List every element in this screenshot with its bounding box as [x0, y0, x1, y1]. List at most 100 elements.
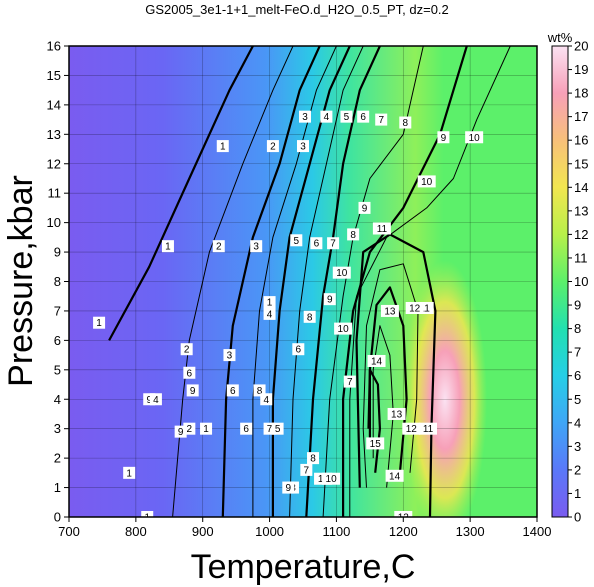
contour-label-31: 14: [371, 356, 383, 367]
contour-label-bg-21: [358, 201, 371, 214]
contour-label-19: 10: [421, 177, 433, 188]
x-tick-label-5: 1200: [389, 524, 418, 539]
contour-label-bg-43: [307, 452, 320, 465]
contour-label-bg-37: [394, 511, 413, 517]
y-tick-label-6: 6: [54, 333, 61, 348]
contour-label-bg-57: [183, 366, 196, 379]
y-tick-label-4: 4: [54, 392, 61, 407]
contour-label-bg-11: [299, 110, 312, 123]
colorbar-tick-label-16: 16: [574, 133, 588, 148]
contour-label-bg-52: [240, 422, 253, 435]
contour-label-bg-20: [372, 222, 391, 235]
contour-label-bg-34: [387, 407, 406, 420]
x-tick-label-1: 800: [125, 524, 147, 539]
contour-label-bg-8: [223, 349, 236, 362]
contour-label-3: 1: [220, 142, 226, 153]
contour-label-62: 5: [275, 424, 281, 435]
y-tick-label-7: 7: [54, 303, 61, 318]
contour-label-38: 6: [296, 345, 302, 356]
colorbar-label: wt%: [547, 30, 573, 45]
y-tick-label-9: 9: [54, 245, 61, 260]
contour-label-bg-26: [263, 307, 276, 320]
contour-label-bg-4: [141, 511, 154, 517]
contour-label-bg-18: [465, 131, 484, 144]
contour-label-bg-35: [385, 469, 404, 482]
x-tick-label-6: 1300: [456, 524, 485, 539]
contour-label-46: 10: [326, 474, 338, 485]
chart-title: GS2005_3e1-1+1_melt-FeO.d_H2O_0.5_PT, dz…: [145, 2, 449, 17]
contour-label-bg-30: [380, 304, 399, 317]
contour-label-7: 2: [270, 142, 276, 153]
contour-label-bg-10: [297, 140, 309, 153]
colorbar-tick-label-19: 19: [574, 62, 588, 77]
contour-label-bg-38: [292, 343, 305, 356]
colorbar-tick-label-5: 5: [574, 392, 581, 407]
colorbar-tick-label-1: 1: [574, 486, 581, 501]
contour-label-13: 5: [344, 112, 350, 123]
colorbar-tick-label-11: 11: [574, 250, 588, 265]
contour-label-52: 6: [243, 424, 249, 435]
contour-label-bg-15: [375, 113, 388, 126]
contour-label-20: 11: [377, 224, 388, 235]
contour-label-53: 9: [146, 395, 152, 406]
contour-label-2: 1: [165, 242, 171, 253]
plot-hotspot: [403, 260, 487, 517]
contour-label-8: 3: [227, 351, 233, 362]
contour-label-bg-24: [310, 237, 323, 250]
y-tick-label-16: 16: [47, 39, 61, 54]
contour-label-bg-3: [216, 140, 229, 153]
contour-label-60: 1: [267, 298, 273, 309]
contour-label-55: 6: [230, 386, 236, 397]
contour-label-26: 4: [267, 309, 273, 320]
contour-label-bg-6: [212, 240, 225, 253]
colorbar-tick-label-6: 6: [574, 368, 581, 383]
y-tick-label-13: 13: [47, 127, 61, 142]
contour-label-bg-25: [290, 234, 303, 247]
colorbar-tick-label-3: 3: [574, 439, 581, 454]
colorbar-tick-label-4: 4: [574, 415, 581, 430]
contour-label-bg-22: [347, 228, 360, 241]
contour-label-bg-51: [200, 422, 213, 435]
contour-label-bg-0: [123, 466, 136, 479]
contour-label-bg-33: [419, 422, 438, 435]
contour-label-bg-1: [93, 316, 106, 329]
contour-label-29: 12: [409, 303, 421, 314]
contour-label-22: 8: [350, 230, 356, 241]
y-tick-label-11: 11: [48, 186, 62, 201]
contour-label-bg-7: [266, 140, 279, 153]
contour-label-bg-42: [343, 375, 356, 388]
contour-label-58: 8: [257, 386, 263, 397]
colorbar-tick-label-12: 12: [574, 227, 588, 242]
contour-line-2: [172, 46, 294, 517]
contour-label-37: 13: [398, 513, 410, 524]
x-tick-label-7: 1400: [523, 524, 552, 539]
y-tick-label-10: 10: [47, 215, 61, 230]
colorbar-tick-label-8: 8: [574, 321, 581, 336]
contour-label-bg-17: [437, 131, 450, 144]
contour-label-1: 1: [96, 318, 102, 329]
colorbar-tick-label-10: 10: [574, 274, 588, 289]
contour-label-50: 2: [187, 424, 193, 435]
y-tick-label-14: 14: [47, 97, 61, 112]
contour-label-48: 9: [286, 483, 292, 494]
contour-label-bg-16: [399, 116, 412, 129]
contour-label-bg-14: [357, 110, 370, 123]
contour-line-3: [221, 46, 321, 517]
contour-label-12: 4: [324, 112, 330, 123]
contour-label-57: 6: [187, 368, 193, 379]
contour-line-4: [252, 46, 337, 517]
contour-label-51: 1: [203, 424, 209, 435]
contour-label-41: 10: [338, 324, 350, 335]
contour-label-bg-46: [322, 472, 341, 485]
contour-label-18: 10: [469, 133, 481, 144]
contour-label-bg-44: [300, 463, 313, 476]
y-tick-label-3: 3: [54, 421, 61, 436]
contour-label-6: 2: [216, 242, 222, 253]
contour-label-bg-2: [161, 240, 174, 253]
contour-line-1: [108, 46, 254, 341]
contour-label-bg-27: [332, 266, 351, 279]
contour-line-12: [362, 263, 419, 488]
